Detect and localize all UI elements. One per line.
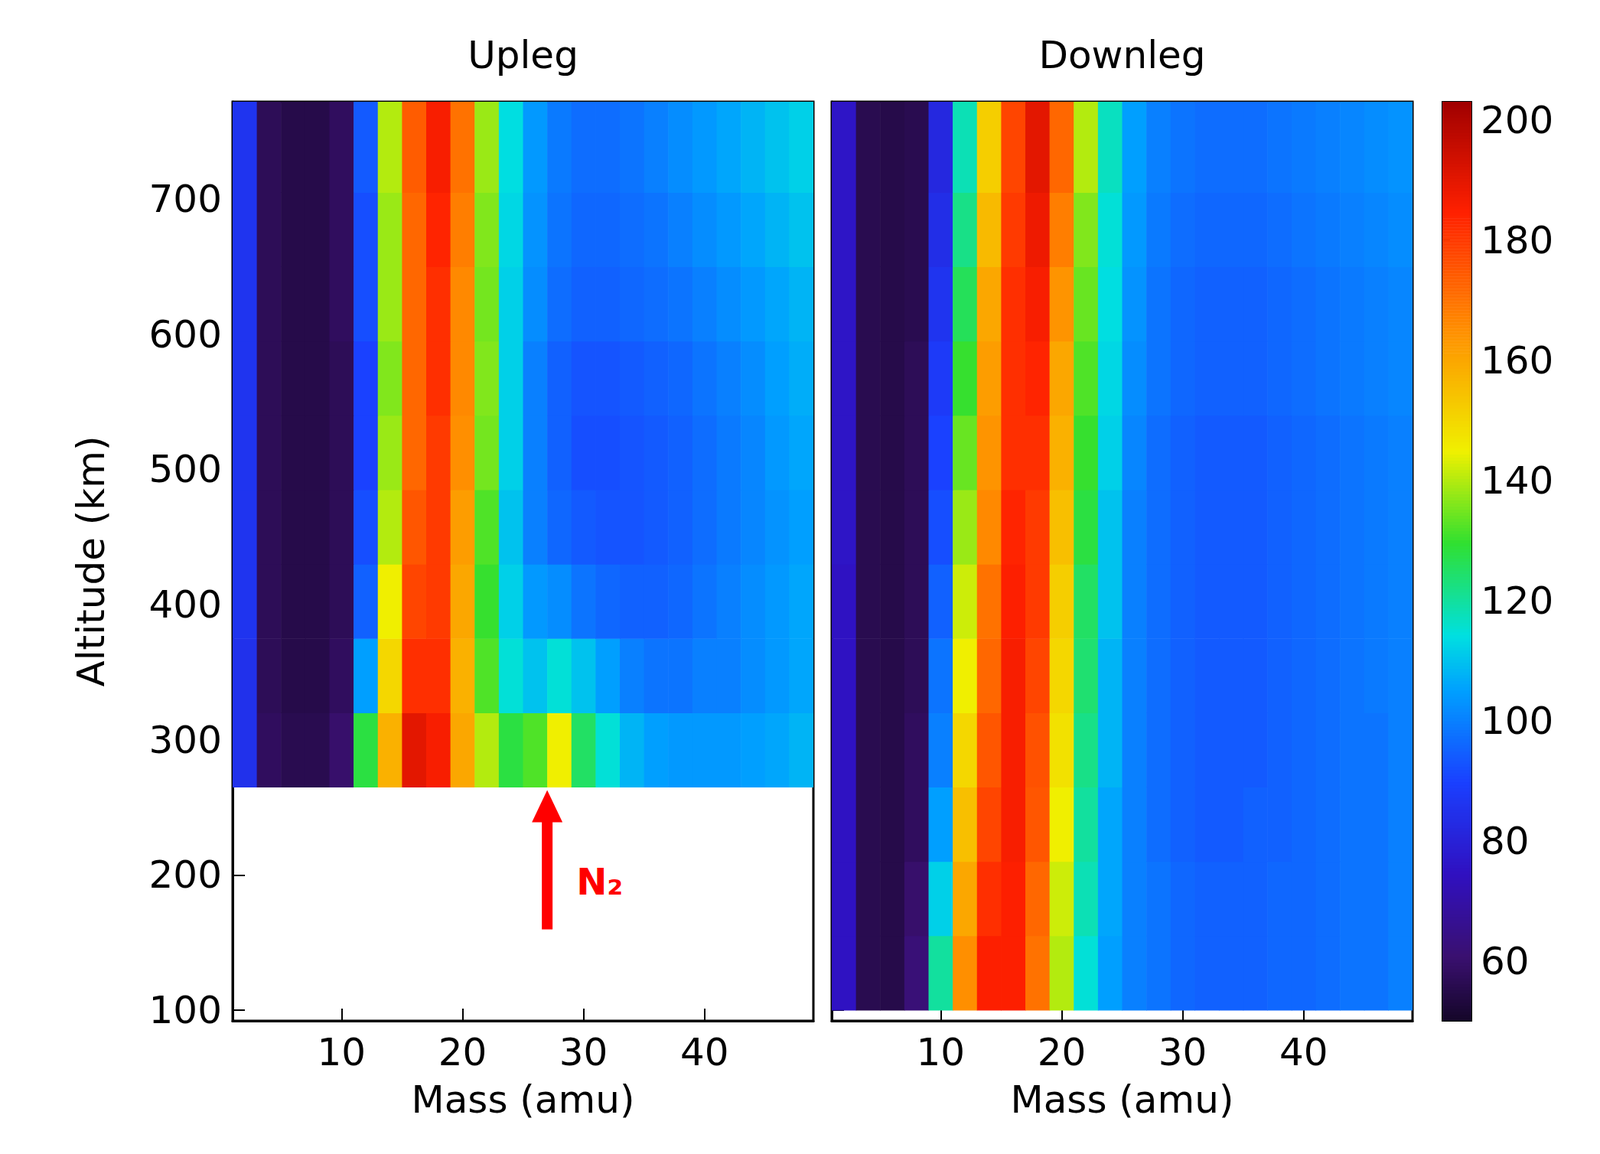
svg-text:10: 10 — [317, 1029, 367, 1075]
svg-text:300: 300 — [149, 717, 222, 763]
svg-text:10: 10 — [916, 1029, 966, 1075]
svg-text:100: 100 — [1480, 698, 1554, 743]
svg-text:700: 700 — [149, 176, 222, 222]
svg-text:Mass (amu): Mass (amu) — [411, 1077, 636, 1122]
svg-text:500: 500 — [149, 446, 222, 492]
svg-text:140: 140 — [1480, 458, 1554, 503]
svg-text:N₂: N₂ — [576, 860, 623, 903]
svg-text:180: 180 — [1480, 218, 1554, 263]
svg-text:Mass (amu): Mass (amu) — [1010, 1077, 1235, 1122]
svg-text:600: 600 — [149, 312, 222, 357]
svg-text:Altitude (km): Altitude (km) — [68, 436, 114, 688]
svg-text:160: 160 — [1480, 338, 1554, 383]
svg-text:100: 100 — [149, 987, 222, 1033]
svg-text:30: 30 — [1158, 1029, 1208, 1075]
svg-text:80: 80 — [1480, 818, 1530, 864]
svg-text:400: 400 — [149, 582, 222, 627]
svg-text:Downleg: Downleg — [1038, 32, 1206, 78]
svg-text:20: 20 — [438, 1029, 488, 1075]
svg-text:40: 40 — [1279, 1029, 1329, 1075]
svg-text:20: 20 — [1037, 1029, 1087, 1075]
svg-text:30: 30 — [559, 1029, 609, 1075]
svg-text:200: 200 — [149, 852, 222, 897]
svg-text:Upleg: Upleg — [467, 32, 579, 78]
svg-text:40: 40 — [680, 1029, 730, 1075]
svg-text:120: 120 — [1480, 578, 1554, 623]
svg-text:60: 60 — [1480, 938, 1530, 984]
svg-text:200: 200 — [1480, 97, 1554, 143]
